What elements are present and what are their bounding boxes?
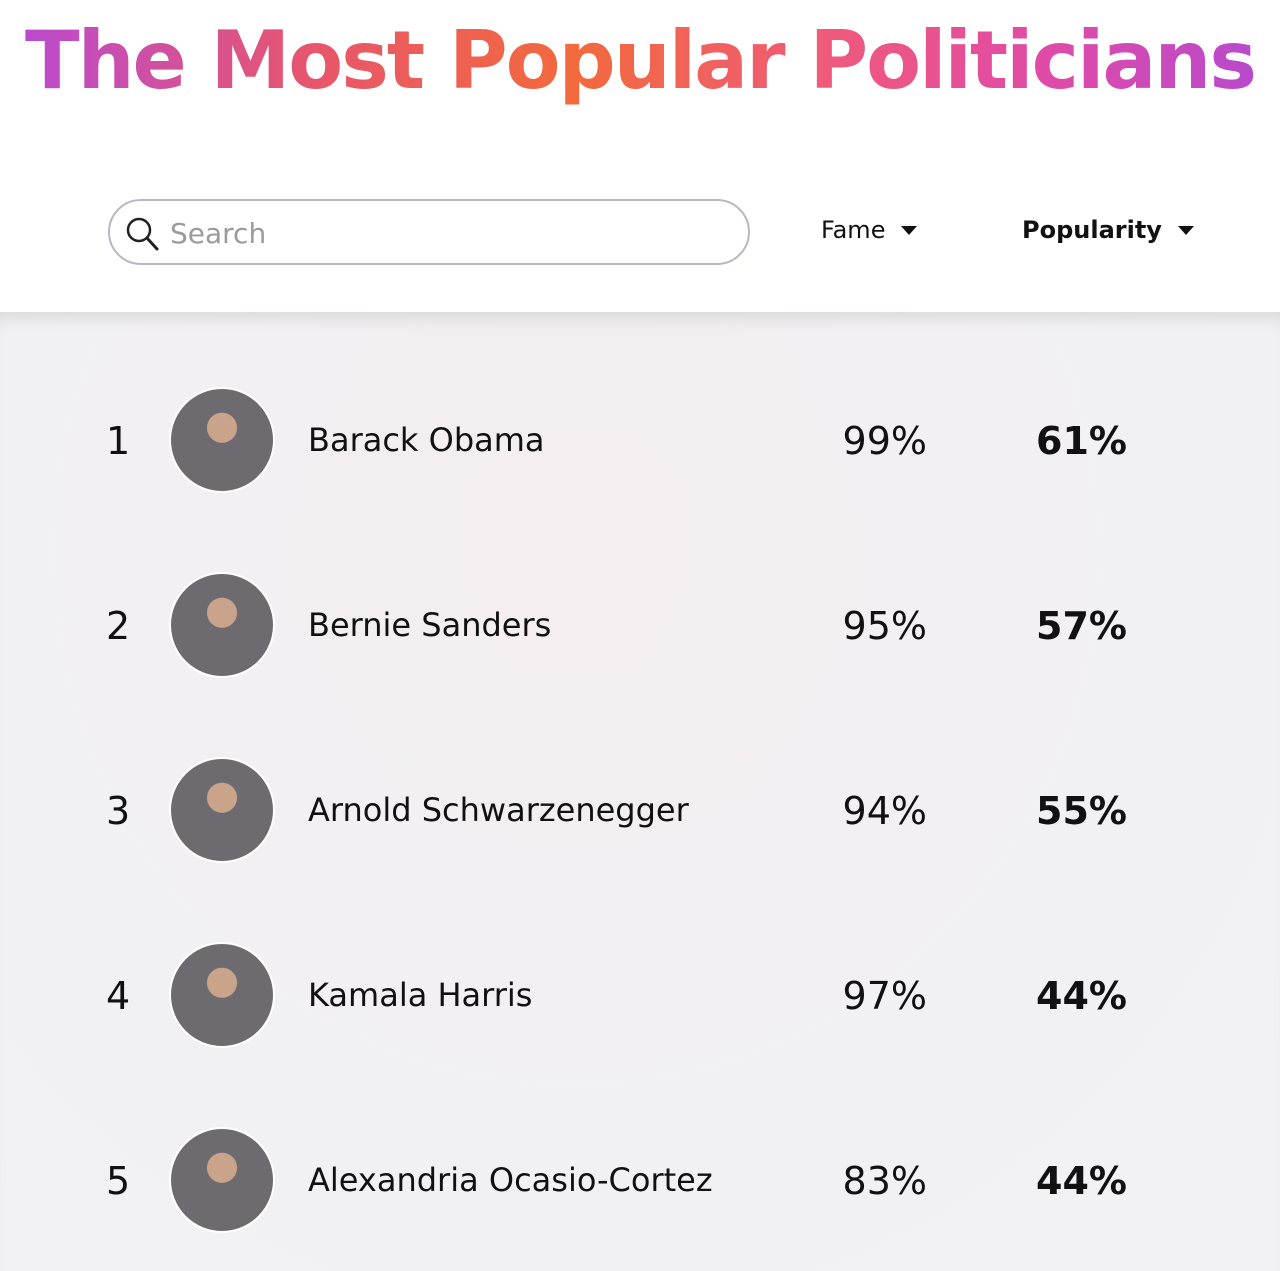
rank: 4 <box>106 974 131 1018</box>
politician-name[interactable]: Alexandria Ocasio-Cortez <box>308 1161 713 1199</box>
avatar <box>169 757 275 863</box>
fame-sort[interactable]: Fame <box>821 216 918 244</box>
avatar <box>169 572 275 678</box>
rank: 5 <box>106 1159 131 1203</box>
popularity-sort[interactable]: Popularity <box>1022 216 1194 244</box>
fame-value: 97% <box>842 974 927 1018</box>
fame-value: 94% <box>842 789 927 833</box>
fame-value: 83% <box>842 1159 927 1203</box>
search-box[interactable]: Search <box>108 199 750 265</box>
popularity-label: Popularity <box>1022 216 1162 244</box>
caret <box>1177 225 1194 235</box>
rank: 2 <box>106 604 131 648</box>
politician-name[interactable]: Kamala Harris <box>308 976 533 1014</box>
fame-value: 95% <box>842 604 927 648</box>
avatar <box>169 387 275 493</box>
popularity-value: 55% <box>1036 789 1127 833</box>
fame-value: 99% <box>842 419 927 463</box>
politician-name[interactable]: Barack Obama <box>308 421 545 459</box>
search-icon <box>126 217 159 251</box>
rank: 3 <box>106 789 131 833</box>
politician-name[interactable]: Arnold Schwarzenegger <box>308 791 689 829</box>
avatar <box>169 942 275 1048</box>
popularity-value: 61% <box>1036 419 1127 463</box>
popularity-value: 44% <box>1036 1159 1127 1203</box>
avatar <box>169 1127 275 1233</box>
politician-name[interactable]: Bernie Sanders <box>308 606 552 644</box>
search-placeholder: Search <box>170 217 267 250</box>
popularity-value: 44% <box>1036 974 1127 1018</box>
page-title: The Most Popular Politicians <box>0 14 1280 107</box>
ranking-list: 1 Barack Obama 99% 61% 2 Bernie Sanders 95% 57%… <box>0 312 1280 1271</box>
fame-label: Fame <box>821 216 886 244</box>
caret <box>901 225 918 235</box>
popularity-value: 57% <box>1036 604 1127 648</box>
rank: 1 <box>106 419 131 463</box>
